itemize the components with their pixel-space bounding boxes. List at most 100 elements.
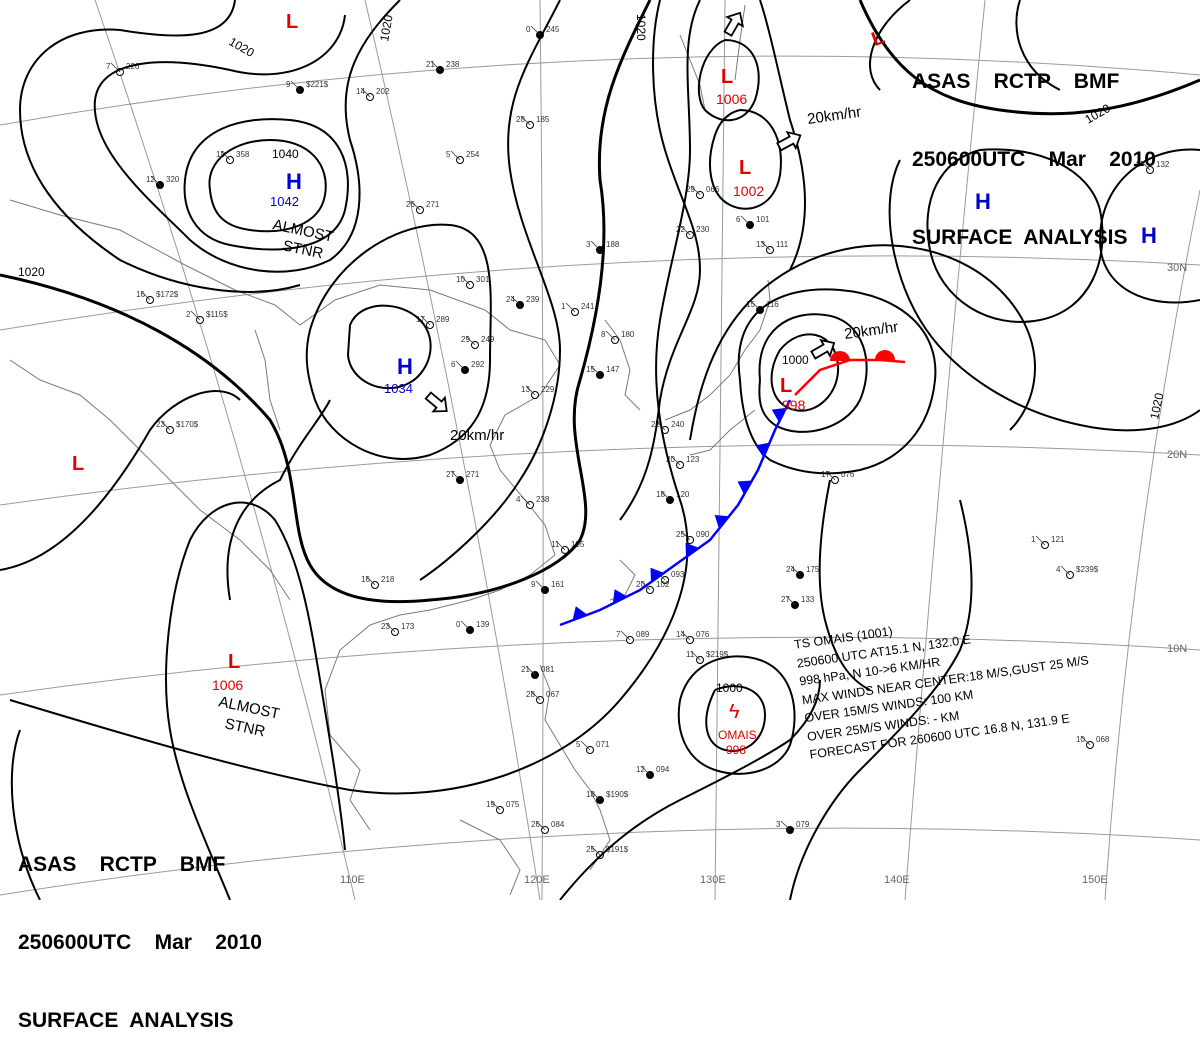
motion-label: 20km/hr xyxy=(843,319,899,343)
latitude-line xyxy=(0,55,1200,126)
wind-barb xyxy=(190,310,201,321)
station-plot: 271 27 xyxy=(446,470,480,484)
wind-barb xyxy=(790,565,801,576)
cold-front-triangle xyxy=(572,606,588,621)
longitude-line xyxy=(714,0,726,900)
station-value: 249 xyxy=(481,335,495,344)
station-value: 121 xyxy=(1051,535,1065,544)
station-value: 075 xyxy=(506,800,520,809)
station-value: 068 xyxy=(1096,735,1110,744)
station-value: 067 xyxy=(546,690,560,699)
cold-front-triangle xyxy=(755,442,770,458)
station-temp: 9 xyxy=(286,80,291,89)
station-value: 271 xyxy=(426,200,440,209)
wind-barb xyxy=(450,470,461,481)
motion-arrow xyxy=(723,11,745,37)
isobar-label: 1020 xyxy=(377,13,395,42)
station-temp: 11 xyxy=(686,650,695,659)
low-symbol: L xyxy=(286,11,298,33)
wind-barb xyxy=(555,540,566,551)
station-plot: 230 22 xyxy=(676,225,710,239)
station-value: $190$ xyxy=(606,790,629,799)
warm-front-semicircle xyxy=(830,351,850,361)
lon-label: 110E xyxy=(340,874,365,886)
station-value: 271 xyxy=(466,470,480,479)
station-value: 116 xyxy=(766,300,779,309)
station-plot: 238 4 xyxy=(516,495,550,509)
station-temp: 14 xyxy=(356,87,365,96)
wind-barb xyxy=(365,575,376,586)
wind-barb xyxy=(680,225,691,236)
station-value: $239$ xyxy=(1076,565,1099,574)
station-plot: 067 28 xyxy=(526,690,560,704)
wind-barb xyxy=(605,330,616,341)
wind-barb xyxy=(530,690,541,701)
station-temp: 2 xyxy=(186,310,191,319)
tropical-storm-symbol: ϟ xyxy=(729,701,740,723)
wind-barb xyxy=(680,530,691,541)
isobar xyxy=(789,499,973,900)
wind-barb xyxy=(510,295,521,306)
station-plot: 254 5 xyxy=(446,150,480,164)
station-temp: 14 xyxy=(676,630,685,639)
station-plot: 320 12 xyxy=(146,175,180,189)
wind-barb xyxy=(1060,565,1071,576)
station-plot: 121 1 xyxy=(1031,535,1065,549)
station-value: 090 xyxy=(696,530,710,539)
wind-barb xyxy=(670,455,681,466)
wind-barb xyxy=(660,490,671,501)
station-temp: 29 xyxy=(461,335,470,344)
station-temp: 15 xyxy=(746,300,755,309)
wind-barb xyxy=(290,80,301,91)
wind-barb xyxy=(150,175,161,186)
motion-label: 20km/hr xyxy=(450,427,504,444)
wind-barb xyxy=(520,495,531,506)
low-symbol: L xyxy=(72,453,84,475)
wind-barb xyxy=(690,650,701,661)
isobar xyxy=(1015,0,1061,91)
coastline xyxy=(459,819,521,896)
wind-barb xyxy=(680,630,691,641)
high-symbol: H xyxy=(286,169,302,194)
longitude-labels: 110E 120E 130E 140E 150E xyxy=(340,874,1108,886)
station-value: 120 xyxy=(676,490,690,499)
high-symbol: H xyxy=(1141,223,1157,248)
station-value: 226 xyxy=(126,62,140,71)
wind-barb xyxy=(760,240,771,251)
station-plot: $221$ 9 xyxy=(286,80,329,94)
isobar xyxy=(737,288,937,475)
isobar-label: 1020 xyxy=(227,34,257,60)
station-temp: 8 xyxy=(601,330,606,339)
storm-symbol: ϟ xyxy=(729,701,740,723)
isobars xyxy=(0,0,1200,900)
wind-barb xyxy=(590,365,601,376)
wind-barb xyxy=(535,820,546,831)
header-line-1: ASAS RCTP BMF xyxy=(912,70,1120,93)
station-temp: 0 xyxy=(456,620,461,629)
wind-barb xyxy=(460,275,471,286)
station-temp: 24 xyxy=(506,295,515,304)
station-value: 133 xyxy=(801,595,815,604)
station-temp: 3 xyxy=(586,240,591,249)
motion-arrow xyxy=(424,391,448,413)
station-plot: $190$ 18 xyxy=(586,790,629,804)
longitude-line xyxy=(904,0,986,900)
wind-barb xyxy=(220,150,231,161)
wind-barb xyxy=(140,290,151,301)
isobar xyxy=(709,109,782,210)
wind-barb xyxy=(1080,735,1091,746)
station-plot: 358 19 xyxy=(216,150,250,164)
isobar xyxy=(869,0,911,91)
isobar xyxy=(93,0,401,273)
station-temp: 7 xyxy=(106,62,111,71)
longitude-line xyxy=(94,0,356,900)
wind-barb xyxy=(455,360,466,371)
coastline xyxy=(9,199,561,831)
station-value: $191$ xyxy=(606,845,629,854)
isobar-thick xyxy=(858,0,1200,116)
wind-barb xyxy=(690,185,701,196)
station-temp: 19 xyxy=(486,800,495,809)
station-plot: 076 17 xyxy=(821,470,855,484)
longitude-line xyxy=(539,0,544,900)
station-temp: 23 xyxy=(381,622,390,631)
